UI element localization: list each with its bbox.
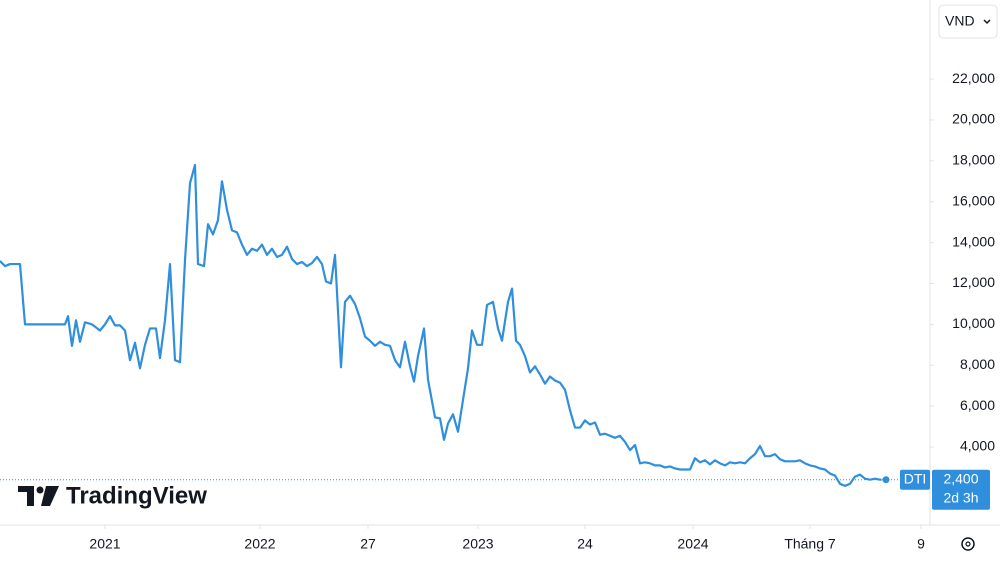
price-label: 2,400 <box>943 470 978 486</box>
y-tick-label: 22,000 <box>952 70 995 86</box>
x-tick-label: 24 <box>577 536 593 552</box>
logo-icon-dot <box>36 486 44 494</box>
settings-button[interactable] <box>961 537 975 551</box>
x-tick-label: 2024 <box>677 536 708 552</box>
logo-icon <box>41 486 59 506</box>
y-tick-label: 10,000 <box>952 315 995 331</box>
currency-select[interactable]: VND <box>938 4 998 39</box>
x-tick-label: Tháng 7 <box>784 536 836 552</box>
currency-box[interactable] <box>938 4 998 39</box>
gear-icon[interactable] <box>961 537 975 551</box>
countdown-label: 2d 3h <box>943 489 978 505</box>
logo: TradingView <box>18 482 207 509</box>
y-tick-label: 20,000 <box>952 111 995 127</box>
y-tick-label: 16,000 <box>952 192 995 208</box>
symbol-label: DTI <box>904 470 927 486</box>
y-tick-label: 18,000 <box>952 152 995 168</box>
symbol-tag <box>900 469 930 490</box>
y-tick-label: 14,000 <box>952 233 995 249</box>
currency-label[interactable]: VND <box>945 13 975 29</box>
x-tick-label: 9 <box>917 536 925 552</box>
y-tick-label: 6,000 <box>960 397 995 413</box>
x-tick-label: 2021 <box>89 536 120 552</box>
price-tag <box>932 469 990 510</box>
logo-icon <box>18 486 34 506</box>
gear-center[interactable] <box>965 541 971 547</box>
price-line <box>0 163 886 487</box>
y-tick-label: 12,000 <box>952 274 995 290</box>
y-tick-label: 4,000 <box>960 438 995 454</box>
x-tick-label: 2022 <box>244 536 275 552</box>
logo-text: TradingView <box>66 482 207 509</box>
x-tick-label: 2023 <box>462 536 493 552</box>
y-tick-label: 8,000 <box>960 356 995 372</box>
x-tick-label: 27 <box>360 536 376 552</box>
chevron[interactable] <box>983 19 991 25</box>
